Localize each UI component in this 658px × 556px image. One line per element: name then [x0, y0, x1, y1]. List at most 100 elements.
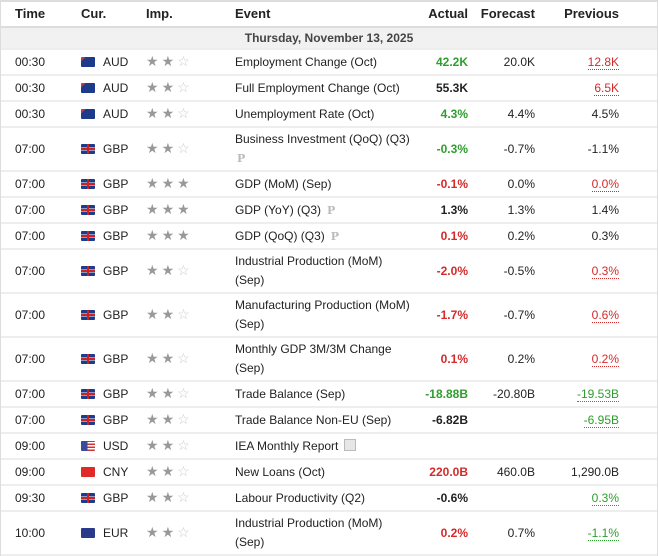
star-filled-icon: ★ [146, 53, 159, 69]
flag-au-icon [81, 109, 95, 119]
forecast-value: 20.0K [468, 49, 535, 76]
currency: GBP [103, 491, 129, 505]
date-label: Thursday, November 13, 2025 [1, 27, 657, 50]
event-name-link[interactable]: GDP (YoY) (Q3) [235, 203, 322, 217]
col-currency[interactable]: Cur. [81, 0, 146, 28]
importance-stars: ★ ★ ☆ [146, 511, 235, 556]
flag-gb-icon [81, 310, 95, 320]
star-filled-icon: ★ [177, 201, 190, 217]
currency: GBP [103, 308, 129, 322]
previous-value[interactable]: 6.5K [594, 81, 619, 96]
star-filled-icon: ★ [146, 411, 159, 427]
event-name-link[interactable]: Trade Balance Non-EU (Sep) [235, 413, 392, 427]
star-empty-icon: ☆ [177, 524, 190, 540]
event-time: 07:00 [1, 381, 81, 408]
col-previous[interactable]: Previous [535, 0, 619, 28]
event-row[interactable]: 09:00 USD ★ ★ ☆ IEA Monthly Report [1, 433, 657, 460]
event-row[interactable]: 07:00 GBP ★ ★ ☆ Trade Balance (Sep) -18.88… [1, 381, 657, 408]
star-filled-icon: ★ [146, 385, 159, 401]
report-icon[interactable] [344, 439, 357, 451]
currency: GBP [103, 229, 129, 243]
event-row[interactable]: 07:00 GBP ★ ★ ☆ Trade Balance Non-EU (Sep)… [1, 407, 657, 434]
forecast-value: -0.5% [468, 249, 535, 294]
currency: GBP [103, 177, 129, 191]
event-name-link[interactable]: Unemployment Rate (Oct) [235, 107, 375, 121]
col-event[interactable]: Event [235, 0, 413, 28]
forecast-value: 0.0% [468, 171, 535, 198]
event-row[interactable]: 07:00 GBP ★ ★ ☆ Monthly GDP 3M/3M Change (… [1, 337, 657, 382]
previous-value[interactable]: 0.2% [591, 352, 619, 367]
event-name-link[interactable]: GDP (QoQ) (Q3) [235, 229, 325, 243]
star-empty-icon: ☆ [177, 385, 190, 401]
preliminary-icon: P [327, 204, 336, 217]
event-time: 00:30 [1, 75, 81, 102]
star-filled-icon: ★ [146, 262, 159, 278]
event-row[interactable]: 07:00 GBP ★ ★ ☆ Manufacturing Production (… [1, 293, 657, 338]
event-row[interactable]: 09:00 CNY ★ ★ ☆ New Loans (Oct) 220.0B 460… [1, 459, 657, 486]
event-row[interactable]: 00:30 AUD ★ ★ ☆ Unemployment Rate (Oct) 4.… [1, 101, 657, 128]
currency: EUR [103, 526, 129, 540]
star-filled-icon: ★ [161, 306, 175, 322]
previous-value[interactable]: 12.8K [587, 55, 619, 70]
actual-value: 1.3% [413, 197, 468, 224]
previous-value[interactable]: 0.6% [591, 308, 619, 323]
star-filled-icon: ★ [161, 385, 175, 401]
col-forecast[interactable]: Forecast [468, 0, 535, 28]
event-name-link[interactable]: Labour Productivity (Q2) [235, 491, 366, 505]
event-name-link[interactable]: Monthly GDP 3M/3M Change (Sep) [235, 342, 392, 375]
importance-stars: ★ ★ ☆ [146, 459, 235, 486]
col-importance[interactable]: Imp. [146, 0, 235, 28]
previous-value[interactable]: -1.1% [587, 526, 619, 541]
flag-au-icon [81, 57, 95, 67]
star-filled-icon: ★ [161, 175, 175, 191]
preliminary-icon: P [237, 152, 246, 165]
importance-stars: ★ ★ ☆ [146, 433, 235, 460]
event-row[interactable]: 07:00 GBP ★ ★ ★ GDP (YoY) (Q3) P 1.3% 1.3% … [1, 197, 657, 224]
flag-gb-icon [81, 415, 95, 425]
previous-value[interactable]: -19.53B [576, 387, 619, 402]
forecast-value: -0.7% [468, 293, 535, 338]
actual-value: 42.2K [413, 49, 468, 76]
currency: AUD [103, 81, 129, 95]
event-row[interactable]: 00:30 AUD ★ ★ ☆ Full Employment Change (Oc… [1, 75, 657, 102]
importance-stars: ★ ★ ☆ [146, 485, 235, 512]
event-name-link[interactable]: Manufacturing Production (MoM) (Sep) [235, 298, 410, 331]
star-filled-icon: ★ [161, 53, 175, 69]
currency: CNY [103, 465, 129, 479]
col-actual[interactable]: Actual [413, 0, 468, 28]
event-time: 07:00 [1, 249, 81, 294]
event-name-link[interactable]: Industrial Production (MoM) (Sep) [235, 254, 383, 287]
event-name-link[interactable]: Employment Change (Oct) [235, 55, 378, 69]
previous-value[interactable]: 0.3% [591, 491, 619, 506]
event-name-link[interactable]: GDP (MoM) (Sep) [235, 177, 332, 191]
col-time[interactable]: Time [1, 0, 81, 28]
forecast-value: 460.0B [468, 459, 535, 486]
previous-value[interactable]: -6.95B [583, 413, 619, 428]
event-name-link[interactable]: Industrial Production (MoM) (Sep) [235, 516, 383, 549]
star-filled-icon: ★ [146, 79, 159, 95]
event-name-link[interactable]: New Loans (Oct) [235, 465, 326, 479]
event-time: 09:00 [1, 433, 81, 460]
event-name-link[interactable]: Full Employment Change (Oct) [235, 81, 400, 95]
event-name-link[interactable]: Business Investment (QoQ) (Q3) [235, 132, 410, 146]
event-row[interactable]: 07:00 GBP ★ ★ ★ GDP (MoM) (Sep) -0.1% 0.0%… [1, 171, 657, 198]
flag-gb-icon [81, 144, 95, 154]
event-time: 10:00 [1, 511, 81, 556]
event-row[interactable]: 10:00 EUR ★ ★ ☆ Industrial Production (MoM… [1, 511, 657, 556]
event-name-link[interactable]: IEA Monthly Report [235, 439, 339, 453]
event-row[interactable]: 07:00 GBP ★ ★ ★ GDP (QoQ) (Q3) P 0.1% 0.2% … [1, 223, 657, 250]
previous-value[interactable]: 0.0% [591, 177, 619, 192]
event-row[interactable]: 07:00 GBP ★ ★ ☆ Business Investment (QoQ) … [1, 127, 657, 172]
event-row[interactable]: 07:00 GBP ★ ★ ☆ Industrial Production (MoM… [1, 249, 657, 294]
previous-value[interactable]: 0.3% [591, 264, 619, 279]
event-name-link[interactable]: Trade Balance (Sep) [235, 387, 346, 401]
event-time: 07:00 [1, 171, 81, 198]
event-row[interactable]: 00:30 AUD ★ ★ ☆ Employment Change (Oct) 42… [1, 49, 657, 76]
star-empty-icon: ☆ [177, 306, 190, 322]
forecast-value [468, 485, 535, 512]
forecast-value: -20.80B [468, 381, 535, 408]
event-row[interactable]: 09:30 GBP ★ ★ ☆ Labour Productivity (Q2) -… [1, 485, 657, 512]
forecast-value: 0.2% [468, 223, 535, 250]
forecast-value [468, 433, 535, 460]
star-filled-icon: ★ [161, 262, 175, 278]
